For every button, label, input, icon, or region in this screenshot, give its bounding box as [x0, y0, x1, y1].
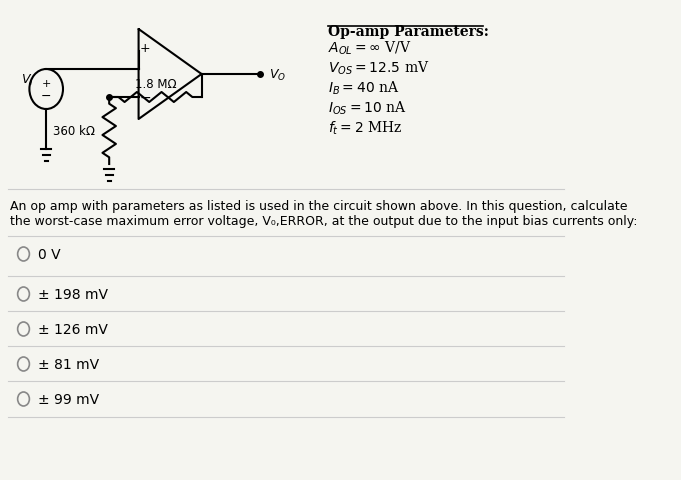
Text: $f_t = 2$ MHz: $f_t = 2$ MHz	[328, 119, 402, 136]
Text: −: −	[41, 89, 52, 102]
Text: ± 99 mV: ± 99 mV	[38, 392, 99, 406]
Text: +: +	[42, 79, 51, 89]
Text: ± 126 mV: ± 126 mV	[38, 323, 108, 336]
Text: 1.8 MΩ: 1.8 MΩ	[135, 77, 176, 90]
Text: An op amp with parameters as listed is used in the circuit shown above. In this : An op amp with parameters as listed is u…	[10, 200, 628, 213]
Text: 0 V: 0 V	[38, 248, 61, 262]
Text: $V_O$: $V_O$	[269, 67, 286, 83]
Text: the worst-case maximum error voltage, V₀,ERROR, at the output due to the input b: the worst-case maximum error voltage, V₀…	[10, 215, 637, 228]
Text: ± 198 mV: ± 198 mV	[38, 288, 108, 301]
Text: $I_{OS} = 10$ nA: $I_{OS} = 10$ nA	[328, 99, 406, 117]
Text: $V_{OS} = 12.5$ mV: $V_{OS} = 12.5$ mV	[328, 59, 429, 76]
Text: $A_{OL} = \infty$ V/V: $A_{OL} = \infty$ V/V	[328, 39, 411, 57]
Text: +: +	[140, 41, 151, 54]
Text: Op-amp Parameters:: Op-amp Parameters:	[328, 25, 488, 39]
Text: −: −	[140, 91, 151, 105]
Text: 360 kΩ: 360 kΩ	[53, 125, 95, 138]
Text: ± 81 mV: ± 81 mV	[38, 357, 99, 371]
Text: $I_B = 40$ nA: $I_B = 40$ nA	[328, 79, 399, 96]
Text: $V_I$: $V_I$	[21, 72, 34, 87]
